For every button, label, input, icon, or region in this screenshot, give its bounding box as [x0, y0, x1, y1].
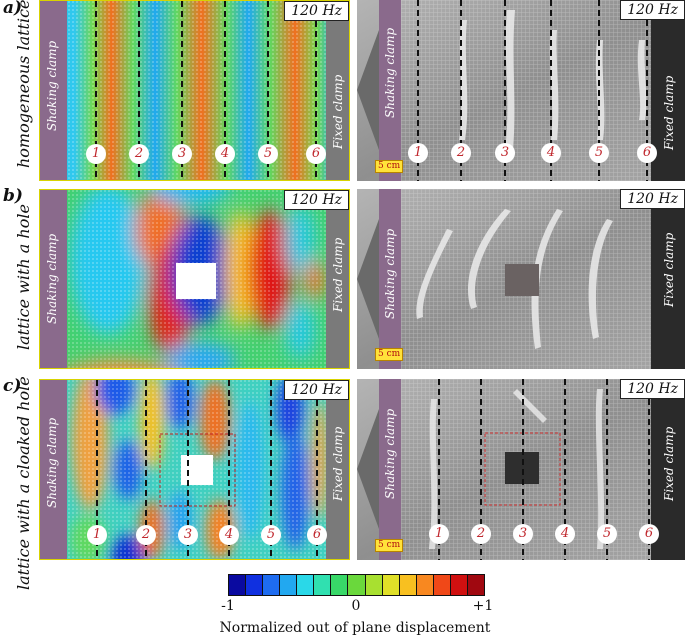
colorbar-cell [347, 575, 365, 595]
row-b-simulation-panel: Shaking clamp Fixed clamp 120 Hz [39, 189, 350, 369]
line-number-2: 2 [136, 525, 156, 545]
colorbar-cell [432, 575, 450, 595]
colorbar-cell [279, 575, 297, 595]
shaking-clamp: Shaking clamp [40, 1, 67, 180]
line-number-2: 2 [451, 143, 471, 163]
fixed-clamp-label: Fixed clamp [331, 426, 345, 501]
line-number-3: 3 [178, 525, 198, 545]
line-number-3: 3 [495, 143, 515, 163]
shaking-clamp-label: Shaking clamp [45, 233, 59, 324]
line-number-6: 6 [637, 143, 657, 163]
line-number-3: 3 [513, 524, 533, 544]
scale-bar: 5 cm [375, 539, 404, 552]
colorbar-strip [228, 574, 485, 596]
shaking-clamp: Shaking clamp [379, 379, 401, 560]
colorbar-cell [229, 575, 246, 595]
line-number-2: 2 [471, 524, 491, 544]
line-number-4: 4 [215, 144, 235, 164]
row-b-letter: b) [3, 186, 23, 206]
scale-bar: 5 cm [375, 348, 404, 361]
shaking-clamp-label: Shaking clamp [383, 408, 397, 499]
shaking-clamp: Shaking clamp [379, 0, 401, 181]
colorbar-mid-label: 0 [351, 598, 361, 614]
line-number-1: 1 [408, 143, 428, 163]
line-number-5: 5 [261, 525, 281, 545]
scale-bar: 5 cm [375, 160, 404, 173]
colorbar-cell [415, 575, 433, 595]
row-c-label: lattice with a cloaked hole [14, 376, 33, 590]
colorbar-cell [381, 575, 399, 595]
colorbar-cell [313, 575, 331, 595]
line-number-5: 5 [597, 524, 617, 544]
fixed-clamp-label: Fixed clamp [662, 75, 676, 150]
fixed-clamp-label: Fixed clamp [662, 426, 676, 501]
colorbar-cell [449, 575, 467, 595]
line-number-1: 1 [87, 525, 107, 545]
line-number-6: 6 [306, 144, 326, 164]
line-number-4: 4 [541, 143, 561, 163]
row-c-photo-panel: Shaking clamp Fixed clamp 120 Hz 5 cm 1 … [357, 379, 685, 560]
fixed-clamp-label: Fixed clamp [331, 237, 345, 312]
colorbar-cell [245, 575, 263, 595]
line-number-5: 5 [589, 143, 609, 163]
frequency-label: 120 Hz [620, 0, 685, 20]
shaking-clamp: Shaking clamp [40, 190, 67, 368]
row-a-letter: a) [3, 0, 23, 18]
row-b-label: lattice with a hole [14, 204, 33, 350]
colorbar-cell [364, 575, 382, 595]
line-number-3: 3 [172, 144, 192, 164]
fixed-clamp: Fixed clamp [326, 1, 349, 180]
fixed-clamp: Fixed clamp [326, 190, 349, 368]
shaking-clamp-label: Shaking clamp [45, 40, 59, 131]
frequency-label: 120 Hz [284, 380, 349, 400]
row-c-simulation-panel: Shaking clamp Fixed clamp 120 Hz 1 2 3 4… [39, 379, 350, 560]
shaking-clamp: Shaking clamp [40, 380, 67, 559]
colorbar-min-label: -1 [221, 598, 235, 614]
line-number-6: 6 [639, 524, 659, 544]
fixed-clamp: Fixed clamp [326, 380, 349, 559]
fixed-clamp-label: Fixed clamp [331, 74, 345, 149]
frequency-label: 120 Hz [284, 190, 349, 210]
colorbar-cell [466, 575, 484, 595]
colorbar-cell [330, 575, 348, 595]
fixed-clamp-label: Fixed clamp [662, 232, 676, 307]
colorbar-title: Normalized out of plane displacement [219, 620, 491, 636]
row-c-letter: c) [3, 376, 22, 396]
frequency-label: 120 Hz [620, 379, 685, 399]
fixed-clamp: Fixed clamp [651, 189, 685, 369]
shaking-clamp: Shaking clamp [379, 189, 401, 369]
shaking-clamp-label: Shaking clamp [383, 27, 397, 118]
colorbar-cell [296, 575, 314, 595]
colorbar-cell [262, 575, 280, 595]
line-number-5: 5 [258, 144, 278, 164]
row-a-simulation-panel: Shaking clamp Fixed clamp 120 Hz 1 2 3 4… [39, 0, 350, 181]
shaking-clamp-label: Shaking clamp [383, 228, 397, 319]
line-number-4: 4 [219, 525, 239, 545]
frequency-label: 120 Hz [284, 1, 349, 21]
shaking-clamp-label: Shaking clamp [45, 417, 59, 508]
colorbar-max-label: +1 [472, 598, 494, 614]
line-number-1: 1 [86, 144, 106, 164]
row-a-label: homogeneous lattice [14, 0, 33, 168]
colorbar-cell [398, 575, 416, 595]
line-number-2: 2 [129, 144, 149, 164]
colorbar: -1 0 +1 Normalized out of plane displace… [200, 570, 510, 641]
line-number-6: 6 [307, 525, 327, 545]
row-b-photo-panel: Shaking clamp Fixed clamp 120 Hz 5 cm [357, 189, 685, 369]
frequency-label: 120 Hz [620, 189, 685, 209]
row-a-photo-panel: Shaking clamp Fixed clamp 120 Hz 5 cm 1 … [357, 0, 685, 181]
line-number-1: 1 [429, 524, 449, 544]
line-number-4: 4 [555, 524, 575, 544]
